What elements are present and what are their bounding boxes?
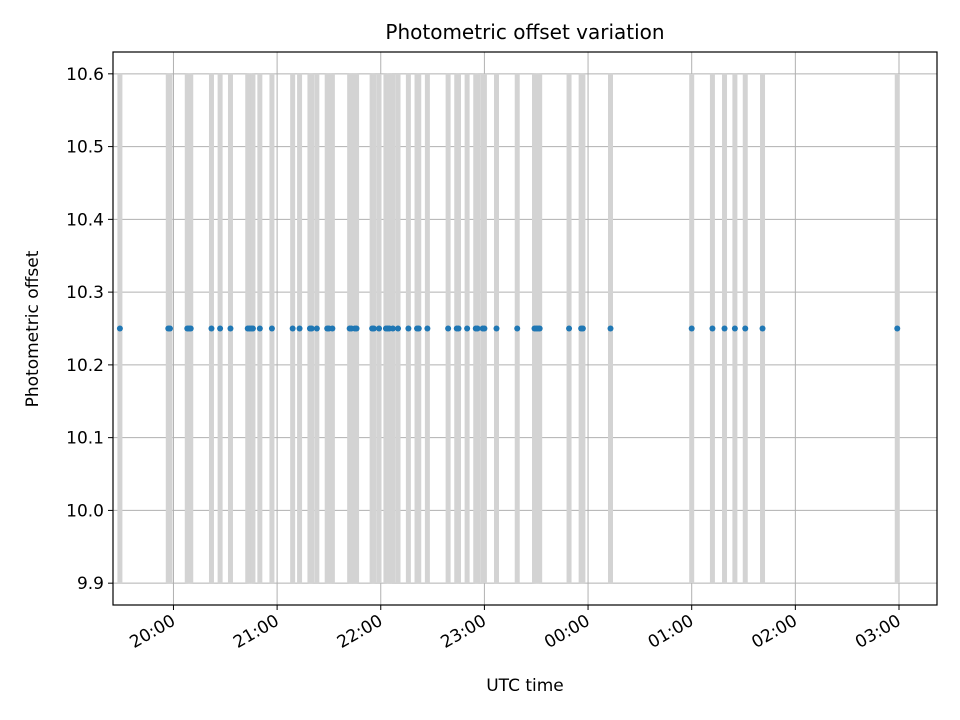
y-tick-label: 10.4: [66, 210, 104, 230]
data-point: [493, 325, 500, 332]
data-point: [370, 325, 377, 332]
data-point: [415, 325, 422, 332]
data-point: [688, 325, 695, 332]
data-point: [445, 325, 452, 332]
data-point: [405, 325, 412, 332]
data-point: [514, 325, 521, 332]
data-point: [376, 325, 383, 332]
data-point: [167, 325, 174, 332]
data-point: [187, 325, 194, 332]
y-tick-label: 10.0: [66, 501, 104, 521]
data-point: [481, 325, 488, 332]
data-point: [709, 325, 716, 332]
y-tick-label: 10.3: [66, 283, 104, 303]
plot-frame: [112, 51, 938, 606]
y-axis-label: Photometric offset: [23, 250, 43, 407]
data-point: [731, 325, 738, 332]
data-point: [313, 325, 320, 332]
data-point: [389, 325, 396, 332]
data-point: [742, 325, 749, 332]
data-point: [227, 325, 234, 332]
data-point: [249, 325, 256, 332]
x-axis-label: UTC time: [486, 676, 564, 696]
data-point: [759, 325, 766, 332]
data-point: [208, 325, 215, 332]
data-point: [566, 325, 573, 332]
y-axis-ticks: 9.9 10.0 10.1 10.2 10.3 10.4 10.5 10.6: [66, 65, 113, 594]
y-tick-label: 10.6: [66, 65, 104, 85]
y-tick-label: 10.1: [66, 429, 104, 449]
data-point: [289, 325, 296, 332]
data-point: [464, 325, 471, 332]
data-point: [256, 325, 263, 332]
data-point: [894, 325, 901, 332]
y-tick-label: 10.5: [66, 138, 104, 158]
y-tick-label: 9.9: [77, 574, 104, 594]
data-point: [424, 325, 431, 332]
data-point: [536, 325, 543, 332]
chart-title: Photometric offset variation: [385, 20, 664, 44]
data-point: [353, 325, 360, 332]
data-point: [579, 325, 586, 332]
data-point: [395, 325, 402, 332]
data-point: [721, 325, 728, 332]
data-points: [116, 325, 901, 332]
data-point: [268, 325, 275, 332]
data-point: [329, 325, 336, 332]
y-tick-label: 10.2: [66, 356, 104, 376]
data-point: [455, 325, 462, 332]
data-point: [217, 325, 224, 332]
data-point: [474, 325, 481, 332]
data-point: [308, 325, 315, 332]
data-point: [296, 325, 303, 332]
data-point: [607, 325, 614, 332]
data-point: [116, 325, 123, 332]
